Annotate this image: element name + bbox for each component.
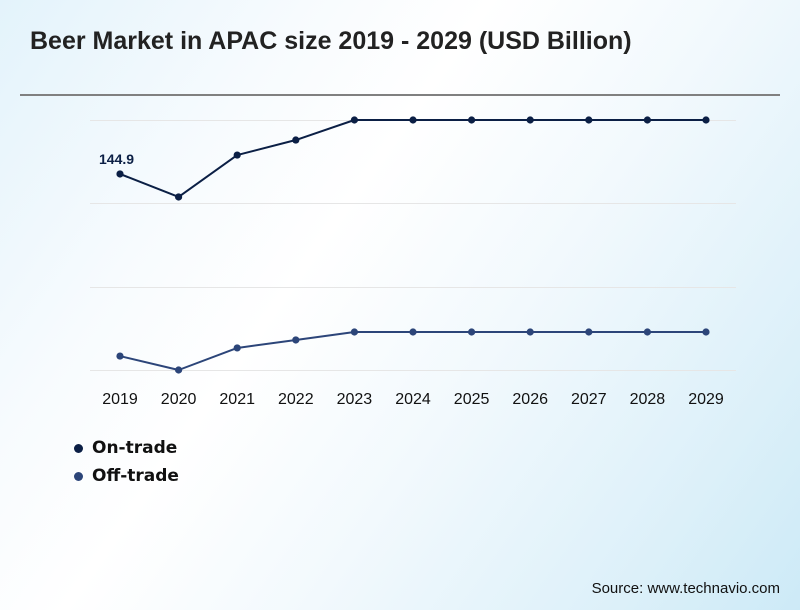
data-labels: 144.9	[99, 151, 134, 167]
data-point[interactable]	[702, 116, 710, 124]
legend: On-trade Off-trade	[74, 434, 179, 490]
data-point[interactable]	[175, 366, 183, 374]
data-point[interactable]	[409, 328, 417, 336]
x-tick-label: 2029	[688, 391, 724, 408]
data-point[interactable]	[350, 328, 358, 336]
legend-item-on-trade[interactable]: On-trade	[74, 434, 179, 462]
x-tick-label: 2028	[630, 391, 666, 408]
chart-title: Beer Market in APAC size 2019 - 2029 (US…	[30, 27, 632, 55]
x-axis: 2019 2020 2021 2022 2023 2024 2025 2026 2027 2028…	[102, 391, 724, 408]
x-tick-label: 2022	[278, 391, 314, 408]
legend-label-off-trade: Off-trade	[92, 466, 179, 486]
data-point[interactable]	[702, 328, 710, 336]
series-layer	[116, 116, 710, 374]
data-point[interactable]	[526, 116, 534, 124]
gridlines	[90, 120, 736, 371]
legend-marker-off-trade	[74, 471, 83, 481]
data-point[interactable]	[233, 344, 241, 352]
series-line-on-trade	[119, 119, 706, 198]
x-tick-label: 2023	[337, 391, 373, 408]
legend-label-on-trade: On-trade	[92, 438, 178, 458]
data-point[interactable]	[409, 116, 417, 124]
data-point[interactable]	[233, 151, 241, 159]
data-point[interactable]	[468, 328, 476, 336]
x-tick-label: 2025	[454, 391, 490, 408]
data-point[interactable]	[643, 328, 652, 336]
data-point[interactable]	[175, 193, 183, 201]
x-tick-label: 2024	[395, 391, 431, 408]
data-point[interactable]	[526, 328, 534, 336]
data-point[interactable]	[350, 116, 358, 124]
x-tick-label: 2020	[161, 391, 197, 408]
data-point[interactable]	[468, 116, 476, 124]
data-point[interactable]	[643, 116, 652, 124]
x-tick-label: 2019	[102, 391, 138, 408]
data-point[interactable]	[292, 336, 300, 344]
x-tick-label: 2027	[571, 391, 607, 408]
series-line-off-trade	[119, 330, 706, 371]
data-point[interactable]	[585, 328, 593, 336]
data-point[interactable]	[585, 116, 593, 124]
title-divider	[20, 94, 780, 96]
x-tick-label: 2026	[512, 391, 548, 408]
data-point[interactable]	[116, 170, 124, 178]
data-point[interactable]	[116, 352, 124, 360]
data-point[interactable]	[292, 136, 300, 144]
legend-item-off-trade[interactable]: Off-trade	[74, 462, 179, 490]
data-label: 144.9	[99, 151, 134, 167]
source-credit: Source: www.technavio.com	[591, 580, 780, 597]
x-tick-label: 2021	[219, 391, 255, 408]
legend-marker-on-trade	[74, 443, 83, 453]
